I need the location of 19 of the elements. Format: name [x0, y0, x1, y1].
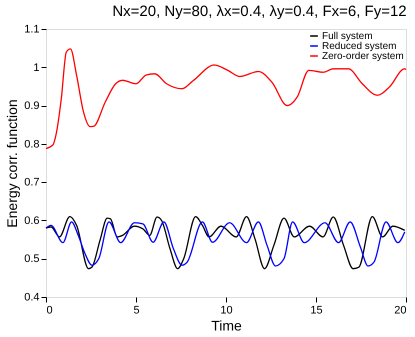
y-tick-label: 0.7	[24, 176, 40, 189]
x-tick-label: 15	[310, 304, 323, 316]
chart-title: Nx=20, Ny=80, λx=0.4, λy=0.4, Fx=6, Fy=12	[112, 3, 407, 20]
y-axis-title: Energy corr. function	[4, 99, 20, 228]
legend-label: Full system	[322, 31, 373, 42]
y-tick-label: 0.9	[24, 100, 40, 112]
x-tick-label: 10	[220, 304, 233, 316]
legend-label: Zero-order system	[322, 51, 404, 62]
y-tick-label: 0.5	[24, 253, 40, 266]
y-tick-label: 1	[33, 62, 40, 74]
x-tick-label: 0	[46, 304, 53, 316]
x-tick-label: 20	[394, 304, 406, 316]
legend-label: Reduced system	[322, 41, 396, 52]
y-tick-label: 0.8	[24, 138, 40, 150]
y-tick-label: 1.1	[24, 24, 40, 36]
y-tick-label: 0.6	[24, 214, 40, 227]
y-tick-label: 0.4	[24, 292, 40, 304]
x-tick-label: 5	[133, 304, 140, 316]
x-axis-title: Time	[211, 318, 242, 334]
